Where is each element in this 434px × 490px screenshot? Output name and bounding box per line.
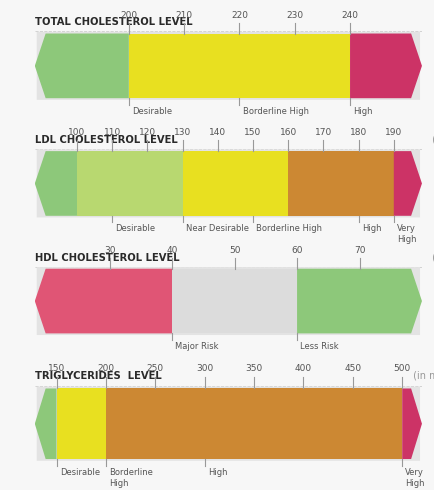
Text: 60: 60 — [291, 245, 302, 255]
Text: 30: 30 — [104, 245, 115, 255]
Polygon shape — [401, 389, 421, 459]
Text: 110: 110 — [103, 128, 121, 137]
Text: High: High — [207, 468, 227, 477]
Polygon shape — [35, 389, 56, 459]
Text: 210: 210 — [175, 10, 192, 20]
Text: 200: 200 — [120, 10, 137, 20]
Text: 200: 200 — [97, 364, 114, 373]
Text: 300: 300 — [196, 364, 213, 373]
Text: Very
High: Very High — [396, 224, 415, 244]
Polygon shape — [172, 269, 296, 333]
FancyBboxPatch shape — [36, 32, 419, 100]
Polygon shape — [349, 33, 421, 98]
Polygon shape — [56, 389, 105, 459]
Polygon shape — [288, 151, 393, 216]
Polygon shape — [35, 33, 128, 98]
Text: Borderline
High: Borderline High — [109, 468, 152, 488]
Text: 150: 150 — [48, 364, 65, 373]
Text: 500: 500 — [393, 364, 410, 373]
Text: 160: 160 — [279, 128, 296, 137]
Polygon shape — [393, 151, 421, 216]
Text: 40: 40 — [166, 245, 178, 255]
Polygon shape — [296, 269, 421, 333]
Polygon shape — [182, 151, 288, 216]
Text: 70: 70 — [353, 245, 365, 255]
FancyBboxPatch shape — [36, 149, 419, 218]
Text: 50: 50 — [228, 245, 240, 255]
Text: (in mg/dl): (in mg/dl) — [428, 135, 434, 145]
Text: Desirable: Desirable — [115, 224, 155, 233]
Text: Less Risk: Less Risk — [299, 342, 338, 351]
Text: TRIGLYCERIDES  LEVEL: TRIGLYCERIDES LEVEL — [35, 371, 161, 381]
Text: 230: 230 — [286, 10, 302, 20]
Text: 450: 450 — [343, 364, 361, 373]
Polygon shape — [35, 269, 172, 333]
Text: Major Risk: Major Risk — [175, 342, 218, 351]
Text: HDL CHOLESTEROL LEVEL: HDL CHOLESTEROL LEVEL — [35, 252, 179, 263]
Text: Very
High: Very High — [404, 468, 424, 488]
Text: 120: 120 — [138, 128, 156, 137]
Text: 180: 180 — [349, 128, 366, 137]
FancyBboxPatch shape — [36, 267, 419, 335]
Text: Near Desirable: Near Desirable — [185, 224, 248, 233]
FancyBboxPatch shape — [36, 387, 419, 461]
Polygon shape — [128, 33, 349, 98]
Text: Borderline High: Borderline High — [256, 224, 321, 233]
Text: 220: 220 — [230, 10, 247, 20]
Text: Borderline High: Borderline High — [242, 107, 308, 116]
Text: High: High — [352, 107, 372, 116]
Text: 170: 170 — [314, 128, 331, 137]
Text: TOTAL CHOLESTEROL LEVEL: TOTAL CHOLESTEROL LEVEL — [35, 17, 192, 27]
Text: 100: 100 — [68, 128, 85, 137]
Text: 400: 400 — [294, 364, 311, 373]
Text: Desirable: Desirable — [59, 468, 99, 477]
Text: 150: 150 — [244, 128, 261, 137]
Text: 130: 130 — [174, 128, 191, 137]
Text: 140: 140 — [209, 128, 226, 137]
Text: 190: 190 — [384, 128, 401, 137]
Polygon shape — [77, 151, 182, 216]
Text: (in mg/dl): (in mg/dl) — [409, 371, 434, 381]
Text: LDL CHOLESTEROL LEVEL: LDL CHOLESTEROL LEVEL — [35, 135, 177, 145]
Text: 250: 250 — [146, 364, 164, 373]
Text: 240: 240 — [341, 10, 358, 20]
Text: High: High — [361, 224, 380, 233]
Text: Desirable: Desirable — [132, 107, 172, 116]
Text: (in mg/dl): (in mg/dl) — [428, 252, 434, 263]
Text: 350: 350 — [245, 364, 262, 373]
Polygon shape — [105, 389, 401, 459]
Polygon shape — [35, 151, 77, 216]
